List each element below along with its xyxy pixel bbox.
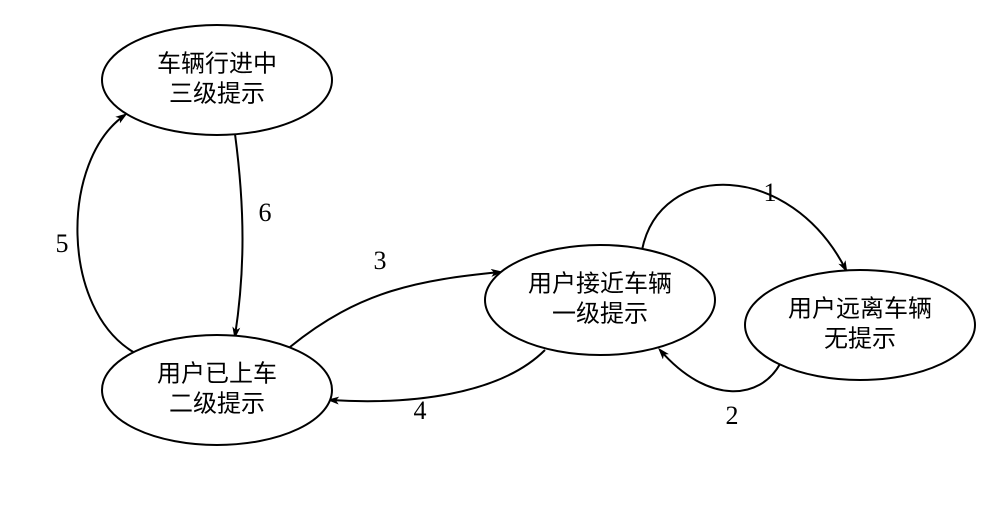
edge-label-e4: 4 [414, 396, 427, 425]
node-label-line1: 用户远离车辆 [788, 296, 932, 323]
node-n2: 用户已上车二级提示 [102, 335, 332, 445]
edge-e5 [77, 115, 135, 353]
edge-e4 [330, 350, 545, 401]
node-label-line1: 车辆行进中 [157, 51, 277, 78]
node-n3: 用户接近车辆一级提示 [485, 245, 715, 355]
nodes-layer: 车辆行进中三级提示用户已上车二级提示用户接近车辆一级提示用户远离车辆无提示 [102, 25, 975, 445]
node-label-line2: 二级提示 [169, 391, 265, 418]
state-diagram: 车辆行进中三级提示用户已上车二级提示用户接近车辆一级提示用户远离车辆无提示 12… [0, 0, 1000, 509]
edge-label-e5: 5 [56, 229, 69, 258]
edge-label-e2: 2 [726, 401, 739, 430]
node-n1: 车辆行进中三级提示 [102, 25, 332, 135]
node-ellipse [745, 270, 975, 380]
edge-label-e3: 3 [374, 246, 387, 275]
node-label-line1: 用户接近车辆 [528, 271, 672, 298]
edge-label-e6: 6 [259, 198, 272, 227]
node-label-line1: 用户已上车 [157, 361, 277, 388]
edge-e3 [290, 272, 500, 347]
node-label-line2: 无提示 [824, 326, 896, 353]
node-ellipse [485, 245, 715, 355]
edge-e2 [660, 350, 780, 391]
node-label-line2: 一级提示 [552, 301, 648, 328]
edge-label-e1: 1 [764, 178, 777, 207]
node-ellipse [102, 335, 332, 445]
node-label-line2: 三级提示 [169, 81, 265, 108]
node-n4: 用户远离车辆无提示 [745, 270, 975, 380]
node-ellipse [102, 25, 332, 135]
edge-e6 [235, 134, 243, 336]
